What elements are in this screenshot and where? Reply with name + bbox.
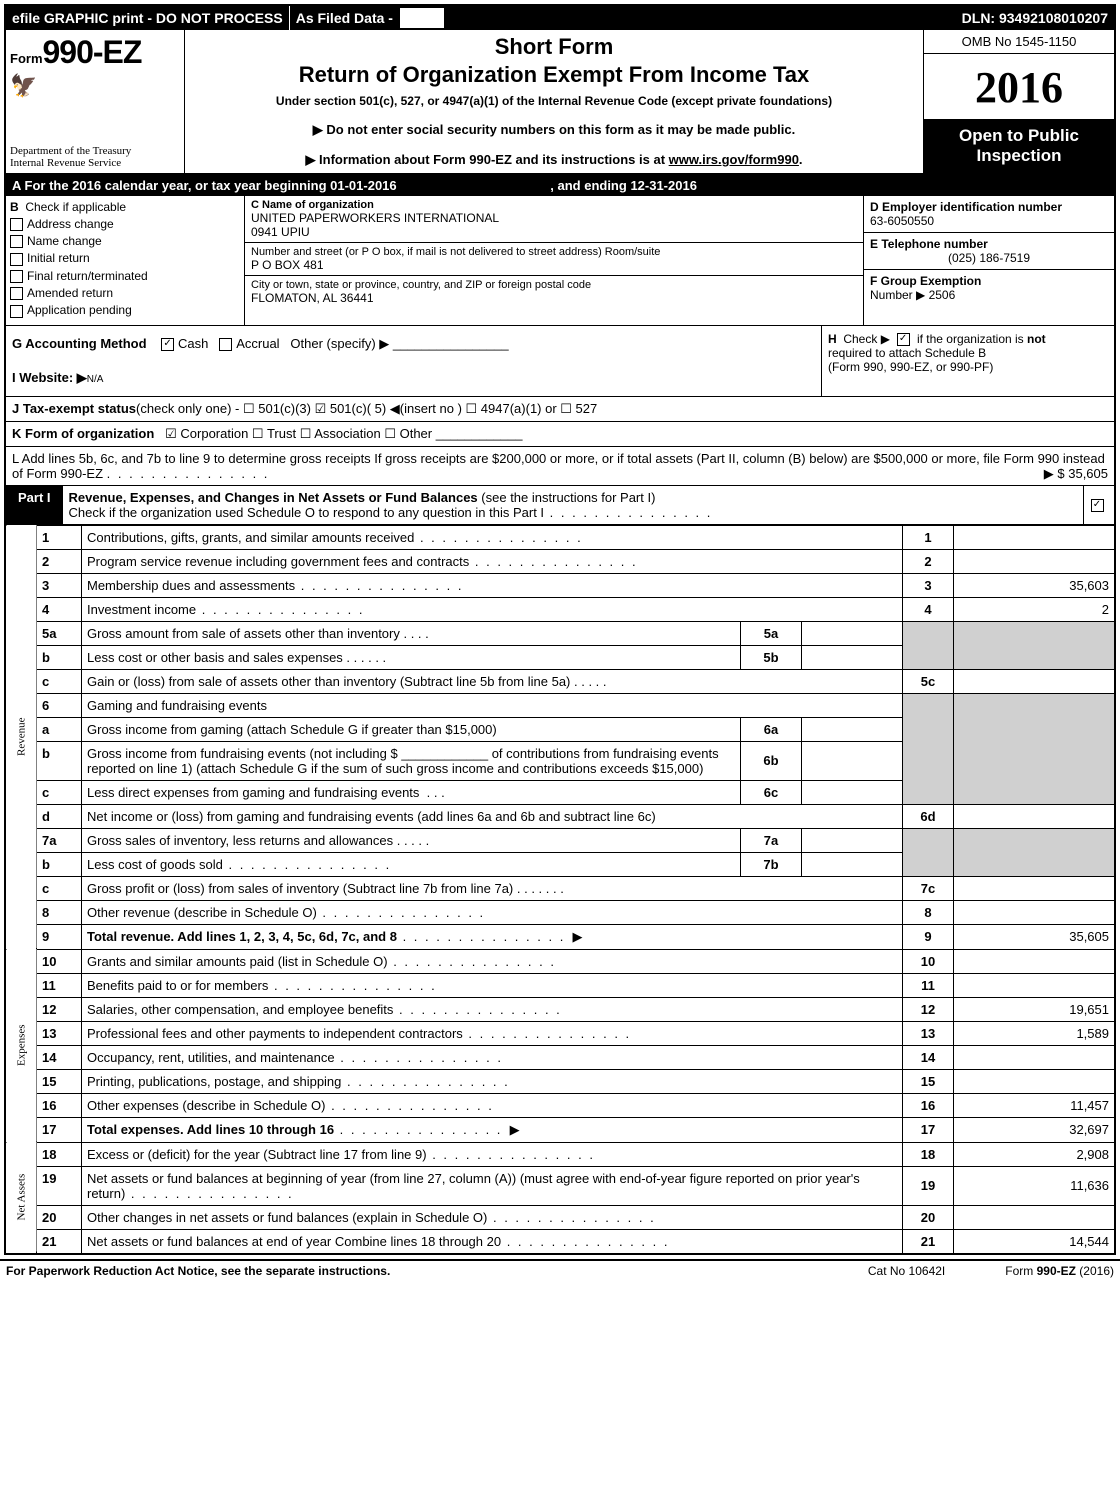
org-sub: 0941 UPIU — [251, 225, 857, 239]
form-container: efile GRAPHIC print - DO NOT PROCESS As … — [4, 4, 1116, 1255]
amt-11 — [954, 973, 1115, 997]
check-cash[interactable]: ✓ — [161, 338, 174, 351]
dept-treasury: Department of the Treasury Internal Reve… — [10, 145, 180, 169]
side-revenue: Revenue — [6, 525, 37, 949]
street-label: Number and street (or P O box, if mail i… — [251, 246, 857, 258]
amt-15 — [954, 1069, 1115, 1093]
amt-2 — [954, 549, 1115, 573]
eagle-icon: 🦅 — [10, 73, 180, 99]
header-row: Form990-EZ 🦅 Department of the Treasury … — [6, 30, 1114, 175]
check-accrual[interactable] — [219, 338, 232, 351]
group-exemption: 2506 — [929, 288, 956, 302]
street: P O BOX 481 — [251, 258, 857, 272]
d-label: D Employer identification number — [870, 200, 1108, 214]
amt-1 — [954, 525, 1115, 549]
amt-10 — [954, 949, 1115, 973]
amt-8 — [954, 900, 1115, 924]
c-label: C Name of organization — [251, 199, 857, 211]
dln-label: DLN: 93492108010207 — [956, 6, 1114, 30]
section-b: B Check if applicable Address change Nam… — [6, 196, 1114, 326]
row-j: J Tax-exempt status(check only one) - ☐ … — [6, 397, 1114, 422]
f-label: F Group Exemption — [870, 274, 981, 288]
org-name: UNITED PAPERWORKERS INTERNATIONAL — [251, 211, 857, 225]
part1-check: ✓ — [1083, 486, 1114, 524]
website-val: N/A — [87, 374, 104, 385]
notice-1: ▶ Do not enter social security numbers o… — [191, 122, 917, 138]
check-pending[interactable] — [10, 305, 23, 318]
amt-13: 1,589 — [954, 1021, 1115, 1045]
amt-17: 32,697 — [954, 1117, 1115, 1142]
short-form-title: Short Form — [191, 34, 917, 60]
form-number: Form990-EZ — [10, 34, 180, 71]
footer: For Paperwork Reduction Act Notice, see … — [0, 1259, 1120, 1281]
amt-7c — [954, 876, 1115, 900]
notice-2: ▶ Information about Form 990-EZ and its … — [191, 152, 917, 168]
amt-14 — [954, 1045, 1115, 1069]
amt-20 — [954, 1205, 1115, 1229]
filed-label: As Filed Data - — [289, 6, 453, 30]
g-accounting: G Accounting Method ✓Cash Accrual Other … — [6, 326, 822, 396]
amt-3: 35,603 — [954, 573, 1115, 597]
side-netassets: Net Assets — [6, 1142, 37, 1253]
tax-year: 2016 — [924, 54, 1114, 120]
amt-9: 35,605 — [954, 924, 1115, 949]
b-right: D Employer identification number 63-6050… — [864, 196, 1114, 325]
amt-16: 11,457 — [954, 1093, 1115, 1117]
row-k: K Form of organization ☑ Corporation ☐ T… — [6, 422, 1114, 447]
top-bar: efile GRAPHIC print - DO NOT PROCESS As … — [6, 6, 1114, 30]
amt-12: 19,651 — [954, 997, 1115, 1021]
open-public: Open to Public Inspection — [924, 120, 1114, 173]
ein: 63-6050550 — [870, 214, 1108, 228]
amt-6d — [954, 804, 1115, 828]
part1-badge: Part I — [6, 486, 63, 524]
cat-no: Cat No 10642I — [868, 1264, 945, 1278]
filed-box — [399, 7, 445, 29]
check-initial[interactable] — [10, 253, 23, 266]
check-final[interactable] — [10, 270, 23, 283]
header-mid: Short Form Return of Organization Exempt… — [185, 30, 924, 173]
e-label: E Telephone number — [870, 237, 1108, 251]
b-checkboxes: B Check if applicable Address change Nam… — [6, 196, 245, 325]
gross-receipts: ▶ $ 35,605 — [1044, 466, 1108, 482]
check-address[interactable] — [10, 218, 23, 231]
amt-4: 2 — [954, 597, 1115, 621]
h-check: H Check ▶ ✓ if the organization is not r… — [822, 326, 1114, 396]
lines-table: Revenue 1 Contributions, gifts, grants, … — [6, 525, 1114, 1253]
check-amended[interactable] — [10, 287, 23, 300]
b-org-info: C Name of organization UNITED PAPERWORKE… — [245, 196, 864, 325]
paperwork-notice: For Paperwork Reduction Act Notice, see … — [6, 1264, 390, 1278]
amt-21: 14,544 — [954, 1229, 1115, 1253]
row-l: L Add lines 5b, 6c, and 7b to line 9 to … — [6, 447, 1114, 486]
header-right: OMB No 1545-1150 2016 Open to Public Ins… — [924, 30, 1114, 173]
side-expenses: Expenses — [6, 949, 37, 1142]
part1-head: Part I Revenue, Expenses, and Changes in… — [6, 486, 1114, 525]
check-schedule-b[interactable]: ✓ — [897, 333, 910, 346]
form-ref: Form 990-EZ (2016) — [1005, 1264, 1114, 1278]
city: FLOMATON, AL 36441 — [251, 291, 857, 305]
part1-title: Revenue, Expenses, and Changes in Net As… — [63, 486, 1083, 524]
check-name[interactable] — [10, 235, 23, 248]
omb-number: OMB No 1545-1150 — [924, 30, 1114, 54]
header-left: Form990-EZ 🦅 Department of the Treasury … — [6, 30, 185, 173]
amt-5c — [954, 669, 1115, 693]
gh-row: G Accounting Method ✓Cash Accrual Other … — [6, 326, 1114, 397]
i-website-label: I Website: ▶ — [12, 370, 87, 385]
efile-label: efile GRAPHIC print - DO NOT PROCESS — [6, 6, 289, 30]
row-a: A For the 2016 calendar year, or tax yea… — [6, 175, 1114, 196]
under-section: Under section 501(c), 527, or 4947(a)(1)… — [191, 94, 917, 108]
phone: (025) 186-7519 — [870, 251, 1108, 265]
return-title: Return of Organization Exempt From Incom… — [191, 62, 917, 88]
city-label: City or town, state or province, country… — [251, 279, 857, 291]
irs-link[interactable]: www.irs.gov/form990 — [669, 152, 799, 167]
amt-18: 2,908 — [954, 1142, 1115, 1166]
amt-19: 11,636 — [954, 1166, 1115, 1205]
